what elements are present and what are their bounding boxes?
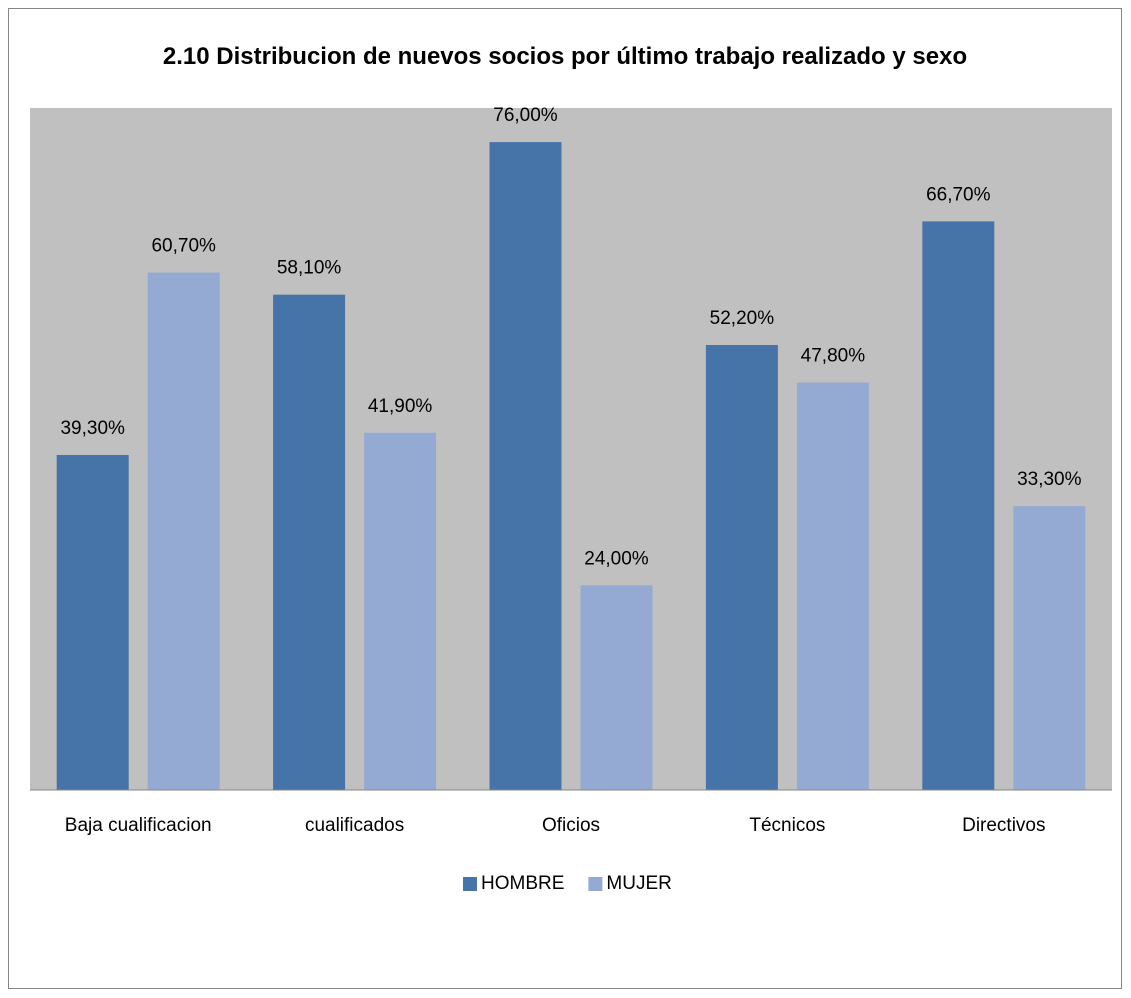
legend-label: MUJER bbox=[606, 873, 671, 894]
legend-label: HOMBRE bbox=[481, 873, 564, 894]
data-label: 66,70% bbox=[926, 184, 991, 205]
data-label: 60,70% bbox=[151, 236, 216, 257]
chart-title: 2.10 Distribucion de nuevos socios por ú… bbox=[162, 43, 968, 70]
x-tick-label: Baja cualificacion bbox=[65, 815, 212, 836]
bar bbox=[273, 294, 346, 790]
data-label: 39,30% bbox=[60, 418, 125, 439]
legend-swatch bbox=[463, 877, 477, 891]
x-tick-label: Directivos bbox=[962, 815, 1045, 836]
x-tick-label: Técnicos bbox=[749, 815, 825, 836]
bar bbox=[147, 272, 220, 791]
bar bbox=[364, 432, 437, 790]
data-label: 76,00% bbox=[493, 105, 558, 126]
data-label: 33,30% bbox=[1017, 469, 1082, 490]
data-label: 52,20% bbox=[710, 308, 775, 329]
bar bbox=[489, 142, 562, 791]
data-label: 47,80% bbox=[801, 346, 866, 367]
bar bbox=[56, 454, 129, 790]
bar bbox=[796, 382, 869, 790]
data-label: 58,10% bbox=[277, 258, 342, 279]
bar bbox=[580, 585, 653, 790]
data-label: 41,90% bbox=[368, 396, 433, 417]
data-label: 24,00% bbox=[584, 548, 649, 569]
bar bbox=[1013, 506, 1086, 790]
legend-swatch bbox=[588, 877, 603, 891]
bar bbox=[705, 344, 778, 790]
bar bbox=[922, 221, 995, 790]
x-tick-label: cualificados bbox=[305, 815, 404, 836]
x-tick-label: Oficios bbox=[542, 815, 600, 836]
